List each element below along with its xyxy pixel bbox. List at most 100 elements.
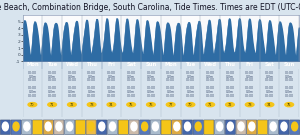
Text: 00:00: 00:00 (186, 71, 195, 75)
Circle shape (249, 122, 255, 131)
FancyBboxPatch shape (11, 120, 21, 135)
Text: 00:00: 00:00 (206, 94, 215, 98)
FancyBboxPatch shape (161, 120, 171, 135)
Bar (260, 15, 279, 61)
Circle shape (184, 122, 190, 131)
Bar (62, 15, 82, 61)
Text: 00:00: 00:00 (28, 86, 37, 90)
Text: 00:00: 00:00 (48, 94, 57, 98)
FancyBboxPatch shape (22, 120, 32, 135)
Text: 71: 71 (208, 103, 212, 107)
Circle shape (24, 122, 30, 131)
Circle shape (142, 122, 148, 131)
Text: 00:00: 00:00 (226, 86, 235, 90)
FancyBboxPatch shape (107, 120, 118, 135)
Text: 0.0m: 0.0m (28, 75, 36, 79)
FancyBboxPatch shape (247, 120, 257, 135)
Text: 0.0m: 0.0m (88, 90, 96, 94)
Circle shape (77, 122, 83, 131)
Text: 0.0m: 0.0m (167, 75, 175, 79)
Circle shape (13, 122, 19, 131)
Text: 0.0m: 0.0m (206, 75, 214, 79)
Text: 00:00: 00:00 (127, 86, 136, 90)
Text: 00:00: 00:00 (245, 94, 254, 98)
Text: 00:00: 00:00 (68, 86, 76, 90)
Text: Sun: Sun (284, 63, 295, 68)
Text: 00:00: 00:00 (107, 94, 116, 98)
Circle shape (195, 122, 201, 131)
Circle shape (285, 103, 294, 107)
Bar (200, 15, 220, 61)
Text: 0.0m: 0.0m (226, 90, 234, 94)
Text: 00:00: 00:00 (285, 71, 294, 75)
Bar (82, 15, 101, 61)
Text: 0.0m: 0.0m (266, 75, 274, 79)
Text: 00:00: 00:00 (48, 86, 57, 90)
Text: 00:00: 00:00 (265, 78, 274, 82)
FancyBboxPatch shape (118, 120, 128, 135)
Circle shape (48, 103, 56, 107)
FancyBboxPatch shape (43, 120, 53, 135)
Text: 00:00: 00:00 (265, 86, 274, 90)
Text: 00:00: 00:00 (127, 94, 136, 98)
FancyBboxPatch shape (193, 120, 203, 135)
FancyBboxPatch shape (0, 120, 11, 135)
Text: 00:00: 00:00 (107, 78, 116, 82)
Circle shape (174, 122, 180, 131)
Text: Thu: Thu (86, 63, 97, 68)
Text: 71: 71 (50, 103, 54, 107)
Text: 00:00: 00:00 (186, 86, 195, 90)
Circle shape (131, 122, 137, 131)
Circle shape (56, 122, 62, 131)
FancyBboxPatch shape (225, 120, 236, 135)
Circle shape (45, 122, 51, 131)
Text: 00:00: 00:00 (87, 78, 96, 82)
Bar (141, 15, 161, 61)
Text: 73: 73 (248, 103, 252, 107)
Circle shape (28, 103, 37, 107)
Text: 00:00: 00:00 (107, 86, 116, 90)
Text: 75: 75 (287, 103, 292, 107)
Text: 00:00: 00:00 (206, 86, 215, 90)
FancyBboxPatch shape (54, 120, 64, 135)
Text: 00:00: 00:00 (186, 78, 195, 82)
Text: 0.0m: 0.0m (147, 75, 155, 79)
Text: 00:00: 00:00 (48, 78, 57, 82)
Text: 00:00: 00:00 (68, 94, 76, 98)
FancyBboxPatch shape (64, 120, 75, 135)
Text: 75: 75 (129, 103, 134, 107)
Circle shape (120, 122, 126, 131)
FancyBboxPatch shape (32, 120, 43, 135)
Circle shape (88, 122, 94, 131)
Text: 0.0m: 0.0m (48, 90, 56, 94)
Text: 73: 73 (89, 103, 94, 107)
Bar (101, 15, 121, 61)
Text: 0.0m: 0.0m (246, 75, 254, 79)
Text: 00:00: 00:00 (127, 78, 136, 82)
Text: Mon: Mon (164, 63, 177, 68)
Text: 00:00: 00:00 (28, 94, 37, 98)
Text: 00:00: 00:00 (166, 71, 175, 75)
Circle shape (87, 103, 96, 107)
Text: 72: 72 (70, 103, 74, 107)
Text: 00:00: 00:00 (146, 78, 155, 82)
Text: 00:00: 00:00 (28, 78, 37, 82)
Text: Sat: Sat (126, 63, 136, 68)
Text: 0.0m: 0.0m (186, 75, 194, 79)
Text: 74: 74 (109, 103, 114, 107)
Text: 0.0m: 0.0m (107, 90, 116, 94)
Text: 00:00: 00:00 (127, 71, 136, 75)
Bar (240, 15, 260, 61)
Circle shape (226, 103, 234, 107)
Text: 0.0m: 0.0m (226, 75, 234, 79)
FancyBboxPatch shape (86, 120, 96, 135)
Text: 00:00: 00:00 (265, 94, 274, 98)
Circle shape (281, 122, 287, 131)
Text: 0.0m: 0.0m (285, 90, 293, 94)
Bar (220, 15, 240, 61)
FancyBboxPatch shape (268, 120, 278, 135)
Text: 70: 70 (188, 103, 193, 107)
Text: Myrtle Beach, Combination Bridge, South Carolina, Tide Times. Times are EDT (UTC: Myrtle Beach, Combination Bridge, South … (0, 3, 300, 12)
Text: 0.0m: 0.0m (88, 75, 96, 79)
Text: 76: 76 (149, 103, 153, 107)
